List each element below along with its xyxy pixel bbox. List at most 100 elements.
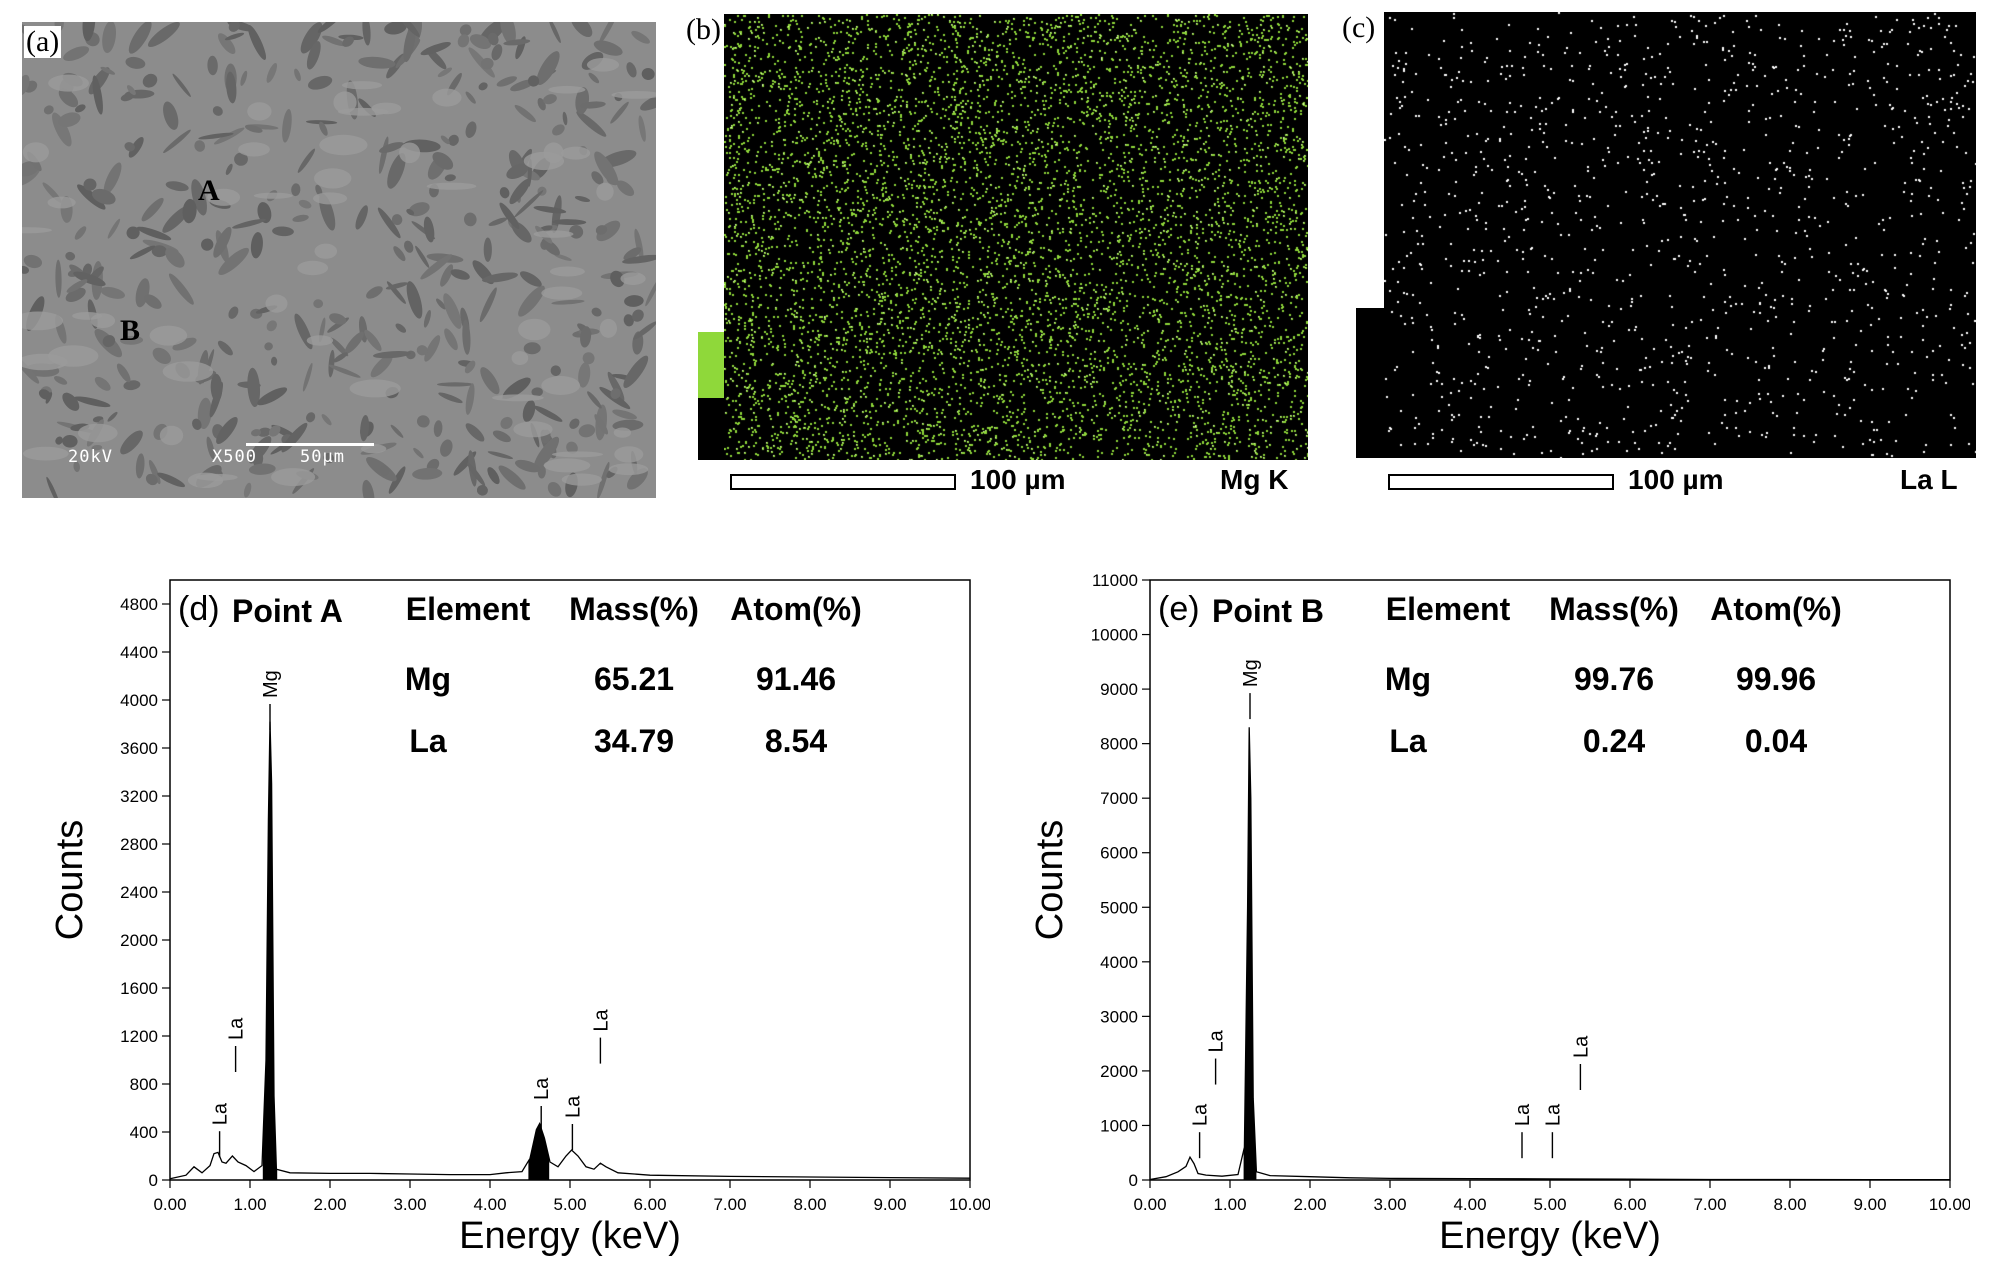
sem-lamella [342, 36, 354, 47]
sem-matrix-patch [561, 146, 591, 160]
sem-lamella [450, 269, 470, 280]
sem-lamella [444, 328, 458, 351]
sem-lamella [448, 134, 459, 146]
sem-matrix-patch [149, 325, 188, 346]
sem-lamella [248, 463, 276, 475]
sem-lamella [391, 214, 403, 226]
y-axis-title: Counts [1029, 820, 1071, 940]
peak-marker-label: La [562, 1095, 584, 1118]
la-element-label: La L [1900, 464, 1958, 495]
sem-lamella [366, 286, 383, 299]
spectrum-e-chart: 0 1000 2000 3000 4000 5000 6000 7000 8000 9000 100… [1029, 571, 1971, 1257]
sem-lamella [307, 75, 333, 90]
sem-lamella [523, 342, 541, 355]
sem-lamella [623, 314, 634, 327]
sem-lamella [420, 42, 451, 56]
sem-lamella [459, 24, 472, 36]
sem-lamella [45, 392, 53, 404]
sem-texture [22, 22, 656, 498]
x-tick-label: 8.00 [793, 1195, 826, 1214]
x-axis-title: Energy (keV) [459, 1215, 681, 1257]
sem-lamella [143, 294, 162, 309]
sem-lamella [610, 101, 629, 124]
sem-lamella [413, 447, 424, 459]
sem-matrix-patch [159, 425, 184, 446]
sem-lamella [83, 178, 97, 191]
sem-lamella [151, 245, 168, 258]
sem-lamella [406, 208, 415, 216]
y-tick-label: 2400 [120, 883, 158, 902]
sem-lamella [168, 273, 194, 305]
x-tick-label: 9.00 [1853, 1195, 1886, 1214]
sem-lamella [268, 425, 281, 437]
sem-lamella [94, 376, 111, 391]
sem-lamella [498, 465, 526, 490]
sem-lamella [73, 271, 106, 287]
sem-lamella [123, 380, 141, 391]
sem-lamella [465, 121, 477, 138]
table-cell: 65.21 [594, 661, 674, 697]
table-cell: La [1389, 723, 1427, 759]
sem-lamella [578, 424, 596, 438]
sem-matrix-patch [77, 423, 118, 443]
sem-lamella [631, 30, 650, 44]
sem-lamella [496, 76, 517, 87]
sem-lamella [226, 71, 237, 104]
x-tick-label: 5.00 [1533, 1195, 1566, 1214]
sem-lamella [212, 106, 223, 116]
sem-lamella [440, 135, 450, 145]
sem-lamella [500, 22, 516, 45]
sem-lamella [634, 228, 644, 261]
sem-matrix-patch [48, 74, 89, 92]
sem-lamella [424, 335, 441, 362]
sem-lamella [463, 212, 477, 227]
sem-lamella [438, 392, 463, 404]
sem-lamella [641, 67, 655, 81]
la-scale-bar [1388, 474, 1614, 490]
sem-matrix-patch [611, 91, 656, 99]
sem-lamella [479, 287, 497, 323]
sem-lamella [533, 436, 560, 470]
sem-lamella [192, 418, 202, 430]
sem-lamella [282, 109, 292, 143]
la-element-map [1384, 12, 1976, 458]
sem-matrix-patch [608, 463, 649, 476]
sem-lamella [355, 205, 368, 230]
y-tick-label: 10000 [1091, 626, 1138, 645]
sem-lamella [541, 238, 560, 256]
x-tick-label: 7.00 [713, 1195, 746, 1214]
table-cell: 34.79 [594, 723, 674, 759]
filled-peak [1243, 727, 1257, 1180]
sem-lamella [487, 467, 500, 485]
sem-lamella [514, 104, 536, 123]
y-tick-label: 400 [130, 1123, 158, 1142]
sem-lamella [126, 85, 136, 96]
sem-lamella [124, 142, 135, 152]
sem-lamella [240, 70, 248, 86]
sem-lamella [147, 22, 180, 48]
sem-lamella [506, 163, 529, 179]
sem-lamella [436, 382, 474, 387]
sem-lamella [440, 439, 453, 457]
sem-matrix-patch [614, 446, 644, 463]
table-header: Element [406, 591, 531, 627]
sem-lamella [142, 73, 158, 88]
sem-matrix-patch [253, 192, 293, 199]
sem-matrix-patch [313, 192, 348, 205]
sem-lamella [247, 24, 267, 61]
sem-matrix-patch [518, 318, 551, 341]
sem-lamella [306, 41, 321, 70]
sem-lamella [298, 199, 312, 209]
sem-lamella [319, 121, 328, 136]
sem-lamella [91, 444, 103, 451]
y-tick-label: 4800 [120, 595, 158, 614]
sem-lamella [163, 129, 191, 154]
sem-lamella [116, 363, 131, 383]
sem-matrix-patch [511, 351, 529, 366]
plot-frame [169, 579, 971, 1181]
sem-matrix-patch [247, 102, 272, 121]
sem-lamella [610, 270, 625, 288]
sem-lamella [360, 414, 370, 442]
sem-lamella [552, 124, 565, 136]
sem-lamella [462, 319, 471, 355]
